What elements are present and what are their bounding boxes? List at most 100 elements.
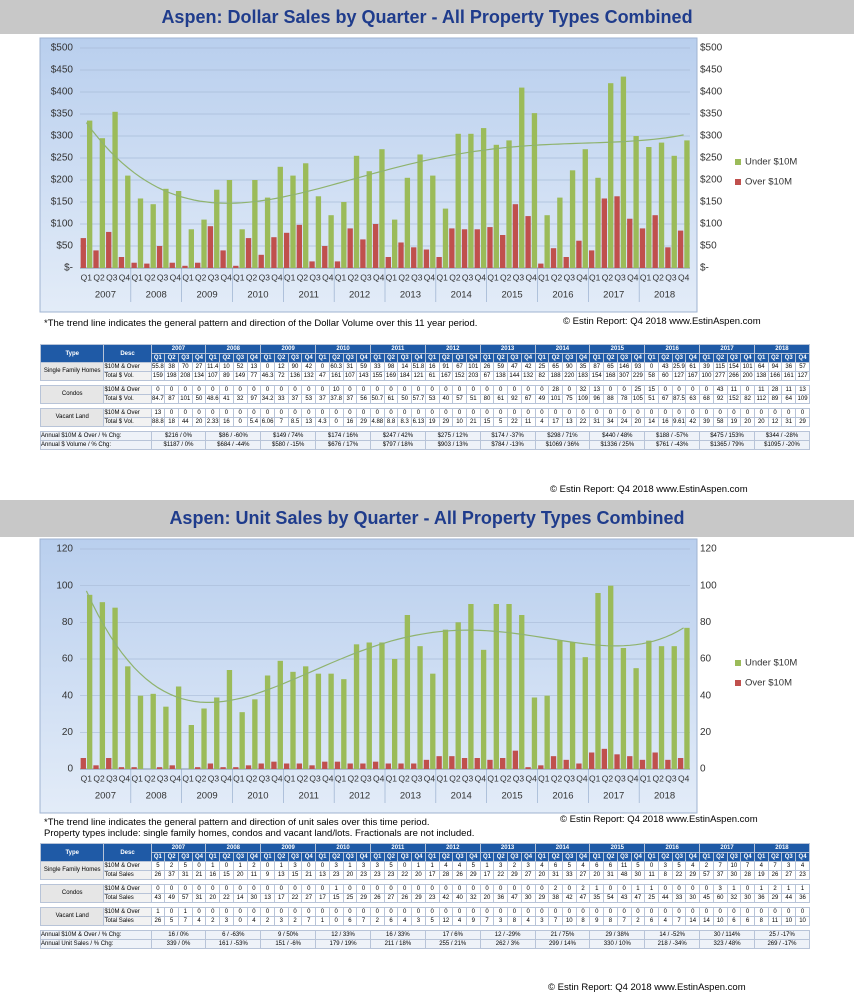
table-cell: 1 xyxy=(424,861,440,871)
table-cell: 33 xyxy=(369,362,385,372)
table-cell: 0 xyxy=(397,861,413,871)
quarter-header: Q4 xyxy=(191,852,207,862)
bar xyxy=(480,649,487,769)
table-cell: 15 xyxy=(287,870,303,880)
table-cell: 29 xyxy=(507,870,522,880)
table-cell: 7 xyxy=(740,861,755,871)
table-cell: 43 xyxy=(616,893,632,903)
table-cell: 0 xyxy=(699,907,714,917)
table-cell: 0 xyxy=(356,385,371,395)
table-cell: 26 xyxy=(150,916,166,926)
quarter-header: Q3 xyxy=(287,852,303,862)
table-cell: 22 xyxy=(493,870,509,880)
bar xyxy=(144,263,150,268)
bar xyxy=(620,648,627,769)
x-tick-label: Q1 xyxy=(538,773,550,783)
quarter-header: Q1 xyxy=(369,353,385,363)
table-cell: 2.33 xyxy=(205,417,221,427)
table-cell: 25 xyxy=(342,893,358,903)
x-tick-label: Q3 xyxy=(665,773,677,783)
table-cell: 98 xyxy=(383,362,399,372)
desc-cell: $10M & Over xyxy=(103,408,152,418)
x-tick-label: Q4 xyxy=(322,773,334,783)
table-cell: 7 xyxy=(767,861,783,871)
table-cell: 17 xyxy=(315,893,330,903)
quarter-header: Q3 xyxy=(452,353,467,363)
table-cell: 5 xyxy=(493,417,509,427)
quarter-header: Q2 xyxy=(219,852,234,862)
x-tick-label: Q2 xyxy=(93,272,105,282)
table-cell: 0 xyxy=(740,907,755,917)
table-cell: 1 xyxy=(177,907,193,917)
summary-cell: $149 / 74% xyxy=(260,431,317,441)
table-cell: 0 xyxy=(699,408,714,418)
table-cell: 161 xyxy=(781,371,797,381)
quarter-header: Q2 xyxy=(273,852,289,862)
table-cell: 37 xyxy=(342,394,358,404)
table-cell: 2 xyxy=(205,916,221,926)
table-cell: 112 xyxy=(753,394,769,404)
quarter-header: Q3 xyxy=(726,353,742,363)
table-cell: 0 xyxy=(671,907,687,917)
table-cell: 0 xyxy=(287,385,303,395)
table-cell: 25 xyxy=(534,362,550,372)
table-cell: 0 xyxy=(232,907,248,917)
table-cell: 58 xyxy=(644,371,659,381)
quarter-header: Q1 xyxy=(369,852,385,862)
table-cell: 0 xyxy=(657,408,673,418)
year-header: 2007 xyxy=(150,344,207,354)
table-cell: 0 xyxy=(712,907,728,917)
bar xyxy=(436,257,442,268)
summary-cell: 211 / 18% xyxy=(369,939,426,949)
x-tick-label: Q3 xyxy=(614,773,626,783)
table-cell: 32 xyxy=(465,893,481,903)
table-cell: 0 xyxy=(603,408,618,418)
x-tick-label: Q2 xyxy=(398,773,410,783)
y2-tick-label: 40 xyxy=(700,690,712,701)
bar xyxy=(201,219,207,268)
bar xyxy=(627,218,633,268)
quarter-header: Q4 xyxy=(795,353,810,363)
table-cell: 1 xyxy=(479,861,495,871)
table-cell: 31 xyxy=(342,362,358,372)
table-cell: 14 xyxy=(232,893,248,903)
quarter-header: Q1 xyxy=(479,353,495,363)
desc-cell: Total $ Vol. xyxy=(103,371,152,381)
header-cell: Desc xyxy=(103,344,152,363)
table-cell: 0 xyxy=(616,884,632,894)
bar xyxy=(500,235,506,268)
table-cell: 13 xyxy=(561,417,577,427)
bar xyxy=(557,640,563,769)
table-cell: 80 xyxy=(479,394,495,404)
table-cell: 50 xyxy=(397,394,413,404)
table-cell: 15 xyxy=(644,385,659,395)
table-cell: 8 xyxy=(753,916,769,926)
table-cell: 14 xyxy=(685,916,701,926)
bar xyxy=(106,231,112,268)
summary-cell: $275 / 12% xyxy=(424,431,481,441)
table-cell: 1 xyxy=(726,884,742,894)
y-tick-label: $100 xyxy=(51,219,74,230)
table-cell: 184 xyxy=(397,371,413,381)
bar xyxy=(264,675,271,769)
bar xyxy=(112,111,118,268)
bar xyxy=(658,142,665,268)
x-tick-label: Q4 xyxy=(170,773,182,783)
quarter-header: Q1 xyxy=(424,353,440,363)
bar xyxy=(169,765,175,769)
table-cell: 5 xyxy=(465,861,481,871)
table-cell: 161 xyxy=(328,371,344,381)
quarter-header: Q1 xyxy=(534,852,550,862)
table-cell: 0 xyxy=(328,907,344,917)
year-header: 2011 xyxy=(369,344,426,354)
year-header: 2010 xyxy=(315,843,371,853)
table-cell: 0 xyxy=(507,884,522,894)
bar xyxy=(277,660,283,769)
table-cell: 13 xyxy=(795,385,810,395)
bar xyxy=(252,699,258,769)
table-cell: 29 xyxy=(356,417,371,427)
table-cell: 7 xyxy=(301,916,317,926)
y2-tick-label: $200 xyxy=(700,175,723,186)
table-cell: 0 xyxy=(685,907,701,917)
table-cell: 70 xyxy=(177,362,193,372)
